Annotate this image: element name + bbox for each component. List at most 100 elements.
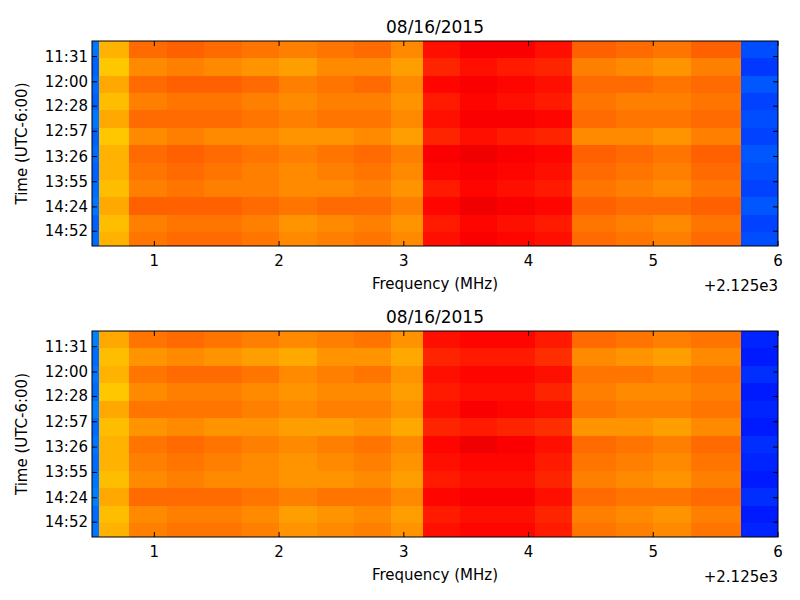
cell	[741, 128, 778, 146]
figure: 12345611:3112:0012:2812:5713:2613:5514:2…	[0, 0, 800, 600]
cell	[653, 93, 691, 111]
cell	[129, 76, 167, 94]
cell	[391, 401, 423, 419]
cell	[354, 145, 392, 163]
x-tick	[653, 41, 654, 46]
cell	[616, 128, 654, 146]
cell	[535, 471, 573, 489]
cell	[535, 163, 573, 181]
cell	[391, 58, 423, 76]
cell	[317, 76, 355, 94]
cell	[616, 110, 654, 128]
x-tick	[528, 331, 529, 336]
cell	[279, 488, 317, 506]
cell	[691, 453, 741, 471]
cell	[535, 58, 573, 76]
cell	[616, 197, 654, 215]
cell	[354, 331, 392, 349]
cell	[497, 232, 535, 246]
cell	[167, 145, 205, 163]
cell	[279, 215, 317, 233]
cell	[279, 93, 317, 111]
cell	[99, 110, 130, 128]
cell	[572, 41, 616, 59]
cell	[204, 93, 242, 111]
cell	[423, 331, 461, 349]
cell	[92, 453, 100, 471]
cell	[391, 348, 423, 366]
cell	[653, 128, 691, 146]
cell	[741, 488, 778, 506]
cells	[92, 41, 778, 246]
cell	[535, 197, 573, 215]
y-tick	[92, 396, 97, 397]
y-tick-label: 13:26	[45, 148, 88, 166]
cell	[242, 163, 280, 181]
cell	[354, 383, 392, 401]
cell	[129, 58, 167, 76]
cell	[92, 331, 100, 349]
cell	[99, 366, 130, 384]
cell	[535, 348, 573, 366]
cell	[354, 180, 392, 198]
cell	[99, 471, 130, 489]
cell	[99, 488, 130, 506]
cell	[572, 145, 616, 163]
cell	[653, 383, 691, 401]
cell	[535, 331, 573, 349]
cell	[691, 401, 741, 419]
cell	[242, 41, 280, 59]
cell	[242, 215, 280, 233]
cell	[572, 128, 616, 146]
cell	[354, 58, 392, 76]
cell	[167, 488, 205, 506]
cell	[354, 506, 392, 524]
cell	[279, 471, 317, 489]
cell	[653, 215, 691, 233]
cell	[167, 76, 205, 94]
cell	[741, 418, 778, 436]
x-tick	[528, 532, 529, 537]
cell	[204, 383, 242, 401]
cell	[535, 76, 573, 94]
y-tick	[773, 81, 778, 82]
cell	[741, 348, 778, 366]
cell	[317, 58, 355, 76]
cell	[204, 348, 242, 366]
cell	[129, 331, 167, 349]
cell	[497, 197, 535, 215]
cell	[167, 93, 205, 111]
cell	[99, 58, 130, 76]
cell	[653, 163, 691, 181]
cell	[167, 58, 205, 76]
cell	[317, 215, 355, 233]
cell	[99, 215, 130, 233]
cell	[167, 523, 205, 537]
cell	[204, 331, 242, 349]
cell	[129, 232, 167, 246]
cell	[535, 436, 573, 454]
cell	[317, 418, 355, 436]
x-tick	[403, 241, 404, 246]
cell	[204, 128, 242, 146]
y-tick	[92, 131, 97, 132]
cell	[354, 76, 392, 94]
cell	[535, 180, 573, 198]
cell	[317, 232, 355, 246]
cell	[317, 471, 355, 489]
cell	[167, 128, 205, 146]
cell	[167, 215, 205, 233]
cell	[497, 401, 535, 419]
cell	[423, 180, 461, 198]
cell	[204, 215, 242, 233]
cell	[535, 506, 573, 524]
x-tick	[154, 532, 155, 537]
cell	[691, 76, 741, 94]
cell	[653, 110, 691, 128]
cell	[460, 232, 498, 246]
x-tick	[279, 41, 280, 46]
cell	[497, 523, 535, 537]
cell	[204, 232, 242, 246]
cell	[572, 436, 616, 454]
x-tick-label: 2	[274, 252, 284, 270]
